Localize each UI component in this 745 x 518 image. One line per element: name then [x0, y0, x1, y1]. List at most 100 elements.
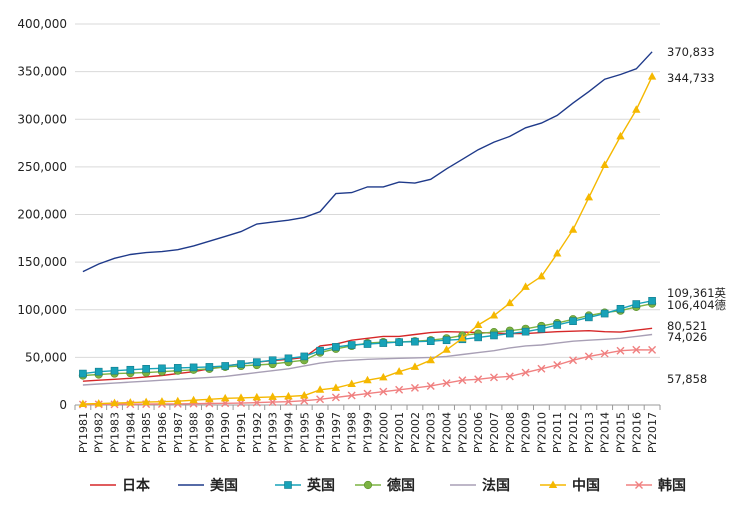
data-point: [253, 358, 261, 366]
x-tick-label: PY1983: [109, 412, 122, 453]
x-tick-label: PY1998: [346, 412, 359, 453]
x-tick-label: PY2017: [646, 412, 659, 453]
data-point: [616, 346, 625, 355]
end-value-label: 370,833: [667, 45, 715, 59]
x-tick-label: PY1988: [188, 412, 201, 453]
data-point: [537, 324, 546, 333]
data-point: [94, 399, 103, 407]
x-tick-label: PY2002: [409, 412, 422, 453]
x-tick-label: PY2005: [456, 412, 469, 453]
data-point: [632, 300, 641, 308]
data-point: [569, 356, 578, 365]
data-point: [489, 373, 498, 382]
y-tick-label: 250,000: [17, 160, 67, 174]
series-5: [78, 72, 657, 408]
x-tick-label: PY1992: [251, 412, 264, 453]
x-tick-label: PY2003: [425, 412, 438, 453]
data-point: [600, 309, 609, 318]
data-point: [647, 72, 657, 80]
x-tick-label: PY2016: [630, 412, 643, 453]
data-point: [553, 321, 562, 329]
x-tick-label: PY1999: [362, 412, 375, 453]
data-point: [505, 329, 514, 338]
data-point: [141, 397, 151, 406]
data-point: [331, 383, 341, 391]
data-point: [189, 395, 198, 404]
data-point: [284, 391, 293, 400]
legend-label: 中国: [572, 477, 600, 494]
legend: 日本 美国 英国 德国 法国 中国 韩国: [90, 477, 686, 494]
data-point: [110, 398, 119, 407]
data-point: [236, 393, 246, 401]
data-point: [315, 385, 325, 393]
data-point: [632, 345, 641, 354]
x-tick-label: PY1991: [235, 412, 248, 453]
y-tick-label: 300,000: [17, 112, 67, 126]
end-value-label: 344,733: [667, 71, 715, 85]
data-point: [585, 313, 593, 322]
data-point: [395, 385, 404, 394]
data-point: [521, 327, 530, 336]
legend-item: 中国: [540, 477, 600, 494]
y-tick-label: 200,000: [17, 208, 67, 222]
end-value-label: 106,404德: [667, 298, 727, 312]
x-tick-label: PY2007: [488, 412, 501, 453]
data-point: [474, 333, 482, 342]
x-tick-label: PY1982: [93, 412, 106, 453]
data-point: [426, 337, 435, 345]
x-tick-label: PY2000: [377, 412, 390, 453]
data-point: [157, 397, 167, 405]
data-point: [569, 317, 577, 325]
data-point: [521, 282, 530, 290]
x-tick-label: PY1997: [330, 412, 343, 453]
data-point: [173, 396, 182, 405]
legend-item: 法国: [450, 477, 510, 494]
legend-marker: [284, 481, 292, 489]
data-point: [458, 376, 467, 385]
data-point: [316, 395, 325, 404]
x-tick-label: PY1984: [124, 412, 137, 453]
x-tick-label: PY1986: [156, 412, 169, 453]
data-point: [648, 345, 657, 354]
data-point: [458, 333, 467, 342]
series-4: [82, 333, 653, 386]
data-point: [442, 379, 451, 388]
data-point: [300, 390, 309, 399]
data-point: [347, 391, 356, 400]
data-point: [584, 352, 593, 361]
legend-item: 美国: [178, 477, 238, 494]
x-tick-label: PY2015: [614, 412, 627, 453]
series-line: [82, 327, 653, 382]
data-point: [616, 304, 625, 313]
data-point: [490, 331, 498, 340]
y-tick-label: 100,000: [17, 303, 67, 317]
legend-label: 英国: [306, 477, 335, 494]
data-point: [189, 363, 198, 372]
x-tick-label: PY2008: [504, 412, 517, 453]
legend-marker: [635, 481, 643, 489]
legend-label: 韩国: [658, 477, 686, 494]
x-tick-label: PY2012: [567, 412, 580, 453]
x-tick-label: PY2011: [551, 412, 564, 453]
data-point: [395, 338, 403, 346]
y-tick-label: 50,000: [25, 350, 67, 364]
data-point: [442, 345, 451, 353]
data-point: [300, 352, 309, 361]
data-point: [600, 349, 609, 358]
series-group: [78, 51, 657, 409]
series-1: [82, 51, 653, 273]
y-tick-label: 350,000: [17, 65, 67, 79]
x-tick-label: PY1989: [203, 412, 216, 453]
y-tick-label: 150,000: [17, 255, 67, 269]
data-point: [584, 192, 594, 201]
x-tick-label: PY2014: [599, 412, 612, 453]
data-point: [363, 340, 372, 348]
data-point: [347, 341, 356, 349]
data-point: [268, 356, 277, 365]
end-value-label: 74,026: [667, 330, 707, 344]
data-point: [79, 369, 87, 378]
data-point: [347, 379, 356, 388]
end-value-label: 80,521: [667, 319, 707, 333]
data-point: [394, 367, 404, 375]
x-tick-label: PY1993: [267, 412, 280, 453]
